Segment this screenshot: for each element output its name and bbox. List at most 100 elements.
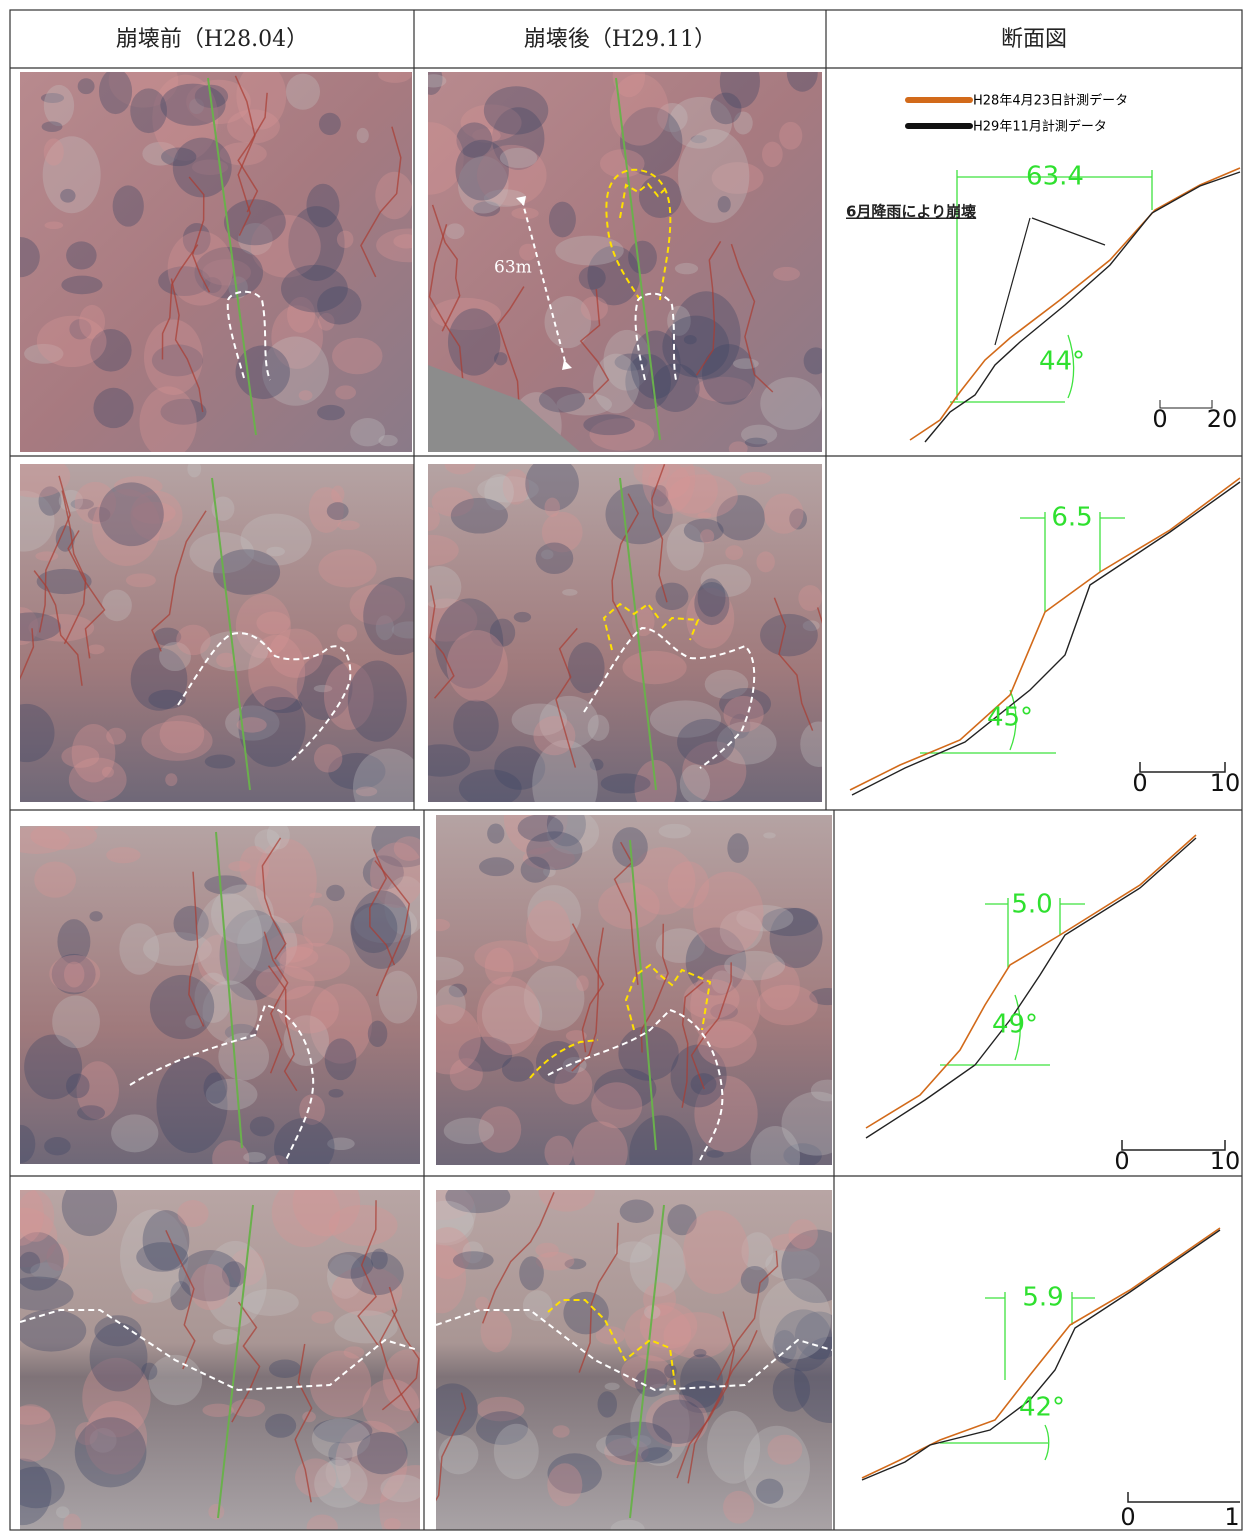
terrain-texture [8, 1467, 65, 1509]
terrain-texture [691, 1073, 717, 1095]
scale-label: 10 [1210, 769, 1241, 797]
terrain-texture [723, 1491, 754, 1524]
terrain-texture [563, 1292, 608, 1335]
terrain-texture [683, 1210, 749, 1294]
section-2: 6.5 45° 0 10 [850, 478, 1240, 797]
terrain-texture [45, 221, 64, 229]
scale-label: 0 [1114, 1147, 1129, 1175]
terrain-texture [444, 1118, 494, 1145]
terrain-texture [213, 1329, 240, 1345]
terrain-texture [224, 199, 286, 245]
terrain-texture [317, 405, 345, 420]
terrain-texture [800, 721, 837, 767]
terrain-texture [204, 1072, 228, 1103]
terrain-texture [677, 719, 735, 765]
terrain-texture [286, 74, 320, 110]
terrain-texture [549, 202, 576, 238]
terrain-texture [788, 1219, 818, 1249]
terrain-texture [89, 911, 102, 921]
terrain-texture [733, 358, 759, 369]
terrain-texture [337, 231, 354, 248]
scale-label: 10 [1210, 1147, 1241, 1175]
terrain-texture [725, 545, 743, 560]
terrain-texture [583, 414, 635, 435]
angle-label: 42° [1019, 1393, 1065, 1423]
terrain-texture [335, 385, 356, 399]
terrain-texture [106, 728, 126, 745]
terrain-texture [326, 885, 344, 901]
terrain-texture [484, 86, 548, 134]
terrain-texture [804, 347, 829, 374]
terrain-texture [176, 625, 210, 655]
terrain-texture [605, 1383, 620, 1390]
scale-label: 20 [1207, 405, 1238, 433]
terrain-texture [500, 148, 538, 168]
terrain-texture [629, 1115, 693, 1195]
terrain-texture [325, 1038, 357, 1080]
terrain-texture [781, 1092, 852, 1156]
width-label: 6.5 [1051, 503, 1092, 533]
terrain-texture [544, 1136, 573, 1170]
terrain-texture [331, 486, 344, 504]
terrain-texture [680, 1354, 723, 1408]
terrain-texture [438, 1435, 478, 1474]
terrain-texture [130, 88, 167, 133]
terrain-image [0, 1169, 451, 1535]
terrain-texture [269, 1360, 301, 1378]
legend-label: H29年11月計測データ [973, 119, 1107, 135]
terrain-texture [148, 690, 185, 709]
terrain-image [410, 1171, 865, 1535]
terrain-texture [144, 319, 203, 395]
terrain-texture [601, 773, 651, 793]
terrain-texture [553, 1425, 570, 1437]
terrain-texture [693, 872, 763, 955]
terrain-texture [351, 1252, 404, 1296]
terrain-texture [61, 276, 102, 295]
terrain-texture [87, 645, 104, 655]
terrain-texture [446, 223, 465, 239]
terrain-texture [526, 900, 571, 962]
terrain-texture [745, 438, 768, 447]
header-cell: 崩壊後（H29.11） [524, 27, 716, 52]
terrain-texture [779, 122, 802, 150]
scale-label: 0 [1120, 1503, 1135, 1531]
terrain-image [0, 454, 435, 826]
terrain-texture [6, 1404, 56, 1462]
terrain-texture [448, 308, 500, 375]
terrain-texture [314, 744, 342, 772]
terrain-texture [318, 549, 376, 587]
terrain-texture [266, 547, 285, 556]
terrain-texture [678, 129, 749, 223]
scale-label: 1 [1224, 1503, 1239, 1531]
terrain-texture [579, 266, 606, 290]
terrain-texture [187, 460, 201, 477]
terrain-texture [44, 1137, 71, 1155]
terrain-texture [302, 905, 334, 947]
terrain-texture [66, 241, 97, 269]
terrain-texture [598, 1391, 617, 1417]
terrain-texture [329, 1089, 344, 1098]
terrain-texture [90, 1323, 148, 1392]
terrain-texture [485, 948, 514, 985]
terrain-texture [102, 767, 114, 778]
legend-label: H28年4月23日計測データ [973, 93, 1128, 109]
terrain-texture [740, 472, 772, 485]
terrain-texture [741, 1266, 769, 1294]
terrain-texture [256, 612, 290, 635]
terrain-texture [421, 74, 447, 87]
terrain-texture [0, 237, 40, 277]
terrain-texture [455, 140, 508, 201]
terrain-texture [562, 589, 577, 596]
terrain-image [404, 443, 847, 829]
terrain-texture [533, 716, 575, 755]
terrain-texture [7, 1125, 36, 1163]
terrain-texture [332, 338, 382, 374]
terrain-texture [724, 951, 785, 981]
annotation: 6月降雨により崩壊 [846, 203, 976, 221]
terrain-texture [99, 69, 132, 115]
terrain-texture [160, 84, 225, 126]
terrain-texture [357, 1432, 407, 1474]
terrain-texture [93, 388, 133, 428]
terrain-texture [348, 660, 407, 741]
terrain-texture [383, 1349, 433, 1411]
